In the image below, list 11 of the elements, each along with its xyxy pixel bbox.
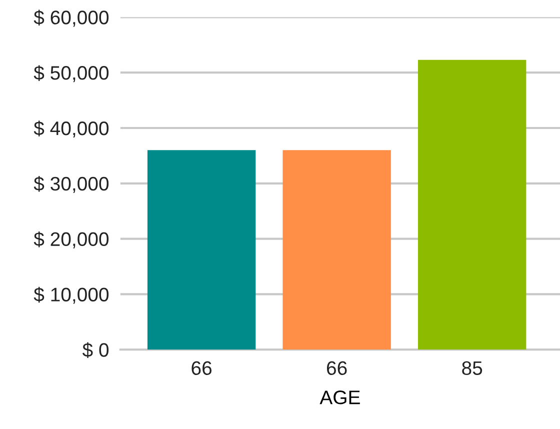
y-tick-label: $ 0 [82,342,109,358]
y-tick-label: $ 10,000 [34,286,109,304]
y-tick-label: $ 60,000 [34,10,109,27]
x-tick-label: 85 [462,361,482,376]
x-tick-label: 66 [192,361,212,376]
y-tick-label: $ 40,000 [34,120,109,138]
y-tick-label: $ 30,000 [34,176,109,193]
x-axis-title: AGE [320,390,360,404]
y-tick-label: $ 50,000 [34,65,109,82]
x-tick-label: 66 [326,361,347,376]
y-tick-label: $ 20,000 [34,231,109,248]
